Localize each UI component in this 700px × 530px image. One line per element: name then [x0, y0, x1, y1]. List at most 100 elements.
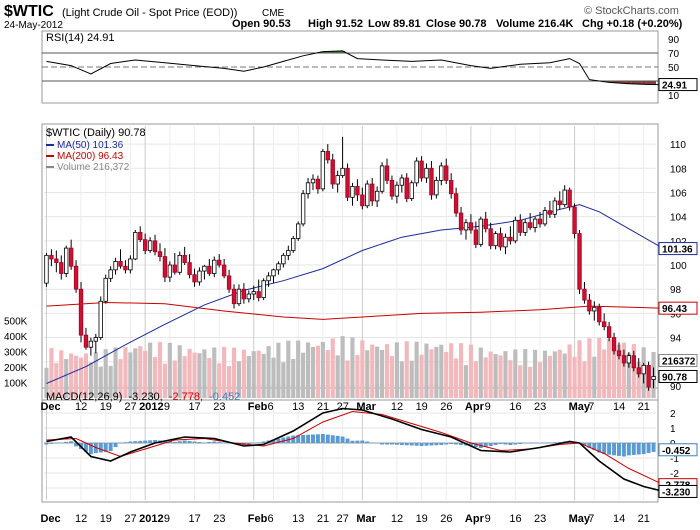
- macd-histogram-bar: [557, 442, 562, 443]
- volume-bar: [281, 362, 286, 398]
- candle-body: [221, 264, 227, 277]
- volume-bar: [78, 357, 84, 398]
- candle-body: [118, 260, 123, 267]
- macd-histogram-bar: [167, 441, 172, 443]
- volume-bar: [493, 354, 498, 398]
- candle-body: [444, 165, 449, 181]
- macd-histogram-bar: [315, 434, 320, 443]
- macd-histogram-bar: [375, 443, 380, 444]
- volume-bar: [236, 361, 242, 398]
- macd-histogram-bar: [251, 443, 256, 444]
- volume-bar: [162, 363, 167, 398]
- candle-body: [498, 233, 503, 248]
- price-value-tag-box: [658, 301, 698, 315]
- candle-body: [646, 364, 651, 388]
- candle-body: [532, 218, 538, 228]
- candle-body: [276, 263, 281, 271]
- candle-body: [271, 269, 276, 277]
- x-tick-label: 23: [534, 401, 546, 413]
- volume-bar: [88, 362, 93, 398]
- x-tick-label: 21: [638, 513, 650, 525]
- candle-body: [310, 178, 316, 184]
- rsi-oversold-fill: [636, 81, 642, 85]
- price-panel: 1101081061041021009896949290500K400K300K…: [4, 126, 698, 398]
- macd-histogram-bar: [325, 434, 330, 443]
- candle-body: [542, 210, 548, 225]
- candle-body: [404, 177, 409, 199]
- volume-bar: [310, 346, 316, 398]
- candle-body: [296, 223, 301, 239]
- volume-bar: [172, 360, 177, 398]
- macd-histogram-bar: [123, 442, 128, 443]
- candle-body: [44, 254, 49, 284]
- candle-body: [616, 350, 622, 357]
- volume-bar: [611, 342, 617, 398]
- candle-body: [453, 193, 459, 214]
- candle-body: [147, 240, 153, 251]
- macd-histogram-bar: [380, 443, 385, 445]
- candle-body: [172, 264, 177, 273]
- x-tick-label: 7: [588, 401, 594, 413]
- macd-histogram-bar: [587, 443, 592, 448]
- macd-histogram-bar: [547, 442, 552, 443]
- symbol-label: $WTIC: [4, 3, 54, 20]
- x-tick-label: 26: [440, 401, 452, 413]
- rsi-oversold-fill: [631, 81, 637, 84]
- candle-body: [78, 288, 84, 336]
- candle-body: [483, 218, 488, 230]
- macd-histogram-bar: [138, 440, 143, 443]
- price-title: $WTIC (Daily) 90.78: [46, 127, 146, 139]
- candle-body: [449, 179, 454, 195]
- volume-bar: [227, 366, 232, 398]
- macd-histogram-bar: [143, 440, 148, 443]
- candle-body: [547, 210, 553, 215]
- candle-body: [597, 306, 602, 323]
- volume-bar: [69, 353, 74, 398]
- rsi-overbought-fill: [340, 50, 346, 53]
- legend-label: MA(50) 101.36: [57, 140, 124, 151]
- macd-histogram-bar: [513, 443, 518, 445]
- x-tick-label: Feb: [248, 401, 268, 413]
- candle-body: [300, 193, 306, 225]
- price-tick-label: 108: [670, 164, 687, 175]
- macd-histogram-bar: [459, 443, 464, 445]
- macd-label-main: MACD(12,26,9): [46, 391, 122, 403]
- macd-histogram-bar: [311, 434, 315, 443]
- candle-body: [592, 306, 597, 312]
- volume-bar: [542, 350, 548, 398]
- candle-body: [424, 167, 429, 179]
- macd-histogram-bar: [404, 443, 409, 446]
- x-tick-label: 12: [391, 401, 403, 413]
- macd-histogram-bar: [617, 443, 621, 456]
- volume-tick-label: 300K: [4, 348, 28, 359]
- candle-body: [458, 212, 464, 231]
- macd-histogram-bar: [212, 441, 217, 443]
- macd-tick-label: -2: [670, 469, 679, 480]
- macd-histogram-bar: [182, 440, 187, 443]
- candle-body: [59, 262, 64, 274]
- price-value-tag: 101.36: [662, 245, 693, 256]
- macd-histogram-bar: [59, 442, 64, 444]
- volume-bar: [157, 341, 163, 398]
- candle-body: [83, 334, 89, 348]
- candle-body: [626, 355, 632, 364]
- open-label: Open 90.53: [232, 18, 291, 30]
- x-tick-label: May: [569, 401, 591, 413]
- volume-bar: [222, 346, 227, 398]
- candle-body: [291, 238, 296, 251]
- candle-body: [212, 259, 217, 274]
- candle-body: [557, 200, 562, 205]
- x-tick-label: Dec: [40, 401, 60, 413]
- macd-histogram-bar: [88, 443, 93, 455]
- rsi-oversold-fill: [641, 81, 647, 85]
- rsi-value-tag: 24.91: [662, 81, 687, 92]
- volume-bar: [468, 344, 473, 398]
- volume-bar: [523, 348, 528, 398]
- volume-bar: [64, 359, 69, 398]
- volume-bar: [567, 344, 572, 398]
- price-tick-label: 100: [670, 261, 687, 272]
- candle-body: [88, 340, 94, 348]
- price-tick-label: 110: [670, 140, 686, 151]
- x-tick-label: 16: [509, 401, 521, 413]
- candle-body: [241, 288, 247, 300]
